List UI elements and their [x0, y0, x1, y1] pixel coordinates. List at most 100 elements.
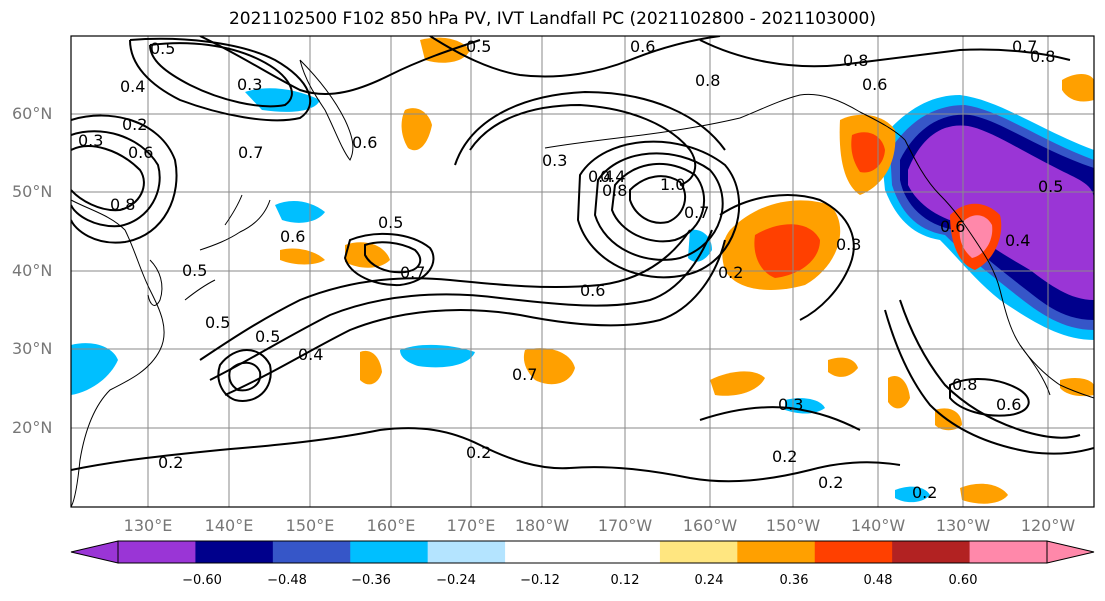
negative-field-small-7 [895, 486, 930, 503]
map-frame [70, 35, 1095, 508]
contour-west-high-2 [71, 130, 161, 228]
contour-label: 0.8 [602, 181, 627, 200]
lat-label: 20°N [12, 418, 53, 437]
contour-low-west [228, 361, 262, 392]
positive-field-small-8 [828, 357, 858, 377]
contour-label: 0.2 [122, 115, 147, 134]
contour-label: 0.6 [940, 217, 965, 236]
lat-label: 60°N [12, 104, 53, 123]
coastlines [71, 59, 1094, 507]
colorbar-tick-label: 0.60 [948, 573, 978, 588]
lon-label: 170°W [597, 516, 653, 535]
colorbar-segment [272, 541, 351, 563]
map-title: 2021102500 F102 850 hPa PV, IVT Landfall… [228, 9, 876, 29]
negative-field-small-5 [688, 229, 712, 262]
contour-north-pacific-2 [454, 90, 726, 166]
colorbar-segment [427, 541, 506, 563]
negative-field-small-4 [71, 343, 118, 395]
contour-south-1 [71, 427, 571, 471]
contour-label: 0.8 [1030, 47, 1055, 66]
contour-label: 0.6 [996, 395, 1021, 414]
contour-east-trough-2 [884, 309, 1094, 455]
lon-label: 120°W [1020, 516, 1076, 535]
lon-label: 160°W [682, 516, 738, 535]
contour-label: 0.5 [1038, 177, 1063, 196]
negative-field-small-2 [275, 200, 325, 223]
contour-label: 0.7 [238, 143, 263, 162]
contour-label: 0.2 [158, 453, 183, 472]
coastline-asia [71, 199, 165, 507]
shaded-field-layer [71, 37, 1094, 504]
contour-mid-high-2 [343, 232, 435, 287]
colorbar-segment [737, 541, 816, 563]
contour-label: 0.6 [128, 143, 153, 162]
contour-east-low [949, 378, 1030, 417]
contour-label: 0.4 [120, 77, 145, 96]
positive-field-small-7 [710, 371, 765, 396]
contour-north-pacific [469, 103, 697, 186]
coastline-aleutians [544, 117, 741, 149]
contour-label: 0.6 [280, 227, 305, 246]
positive-field-small-3 [345, 242, 390, 268]
contour-label: 0.7 [400, 263, 425, 282]
contour-label: 0.5 [466, 37, 491, 56]
contour-label: 0.5 [182, 261, 207, 280]
lat-label: 30°N [12, 339, 53, 358]
coastline-northamerica [904, 139, 1094, 399]
contour-gulf-ridge [719, 194, 855, 321]
contour-south-2 [569, 461, 901, 483]
contour-label: 0.3 [836, 235, 861, 254]
graticule [71, 36, 1094, 507]
colorbar-segment [118, 541, 196, 563]
positive-field-small-9 [888, 376, 910, 409]
lon-label: 150°E [285, 516, 335, 535]
contour-label: 0.5 [150, 39, 175, 58]
contour-west-high-3 [71, 114, 178, 244]
contour-north-ridge [199, 36, 481, 96]
contour-label: 0.8 [110, 195, 135, 214]
colorbar-tick-label: −0.60 [182, 573, 222, 588]
colorbar-tick-label: −0.36 [351, 573, 391, 588]
contour-label-layer: 0.5 0.4 0.3 0.2 0.3 0.6 0.8 0.7 0.6 0.5 … [78, 37, 1063, 502]
contour-zonal-1 [199, 229, 691, 361]
contour-lines [71, 36, 1094, 483]
contour-west-high-1 [71, 145, 145, 212]
lon-label: 130°W [935, 516, 991, 535]
contour-label: 0.8 [952, 375, 977, 394]
colorbar-tick-label: 0.48 [863, 573, 893, 588]
contour-northeast [699, 39, 1071, 68]
colorbar-segment [505, 541, 583, 563]
colorbar-segment [892, 541, 971, 563]
contour-label: 0.4 [588, 167, 613, 186]
colorbar-segment [350, 541, 429, 563]
positive-field-bc-core [959, 215, 993, 258]
contour-label: 0.4 [298, 345, 323, 364]
contour-label: 0.3 [78, 131, 103, 150]
coastline-alaska [739, 93, 906, 141]
contour-northern-arc [429, 36, 721, 78]
contour-label: 0.7 [684, 203, 709, 222]
colorbar-tick-label: 0.36 [779, 573, 809, 588]
contour-label: 0.2 [818, 473, 843, 492]
contour-label: 0.5 [205, 313, 230, 332]
colorbar [70, 540, 1095, 564]
contour-central-high-4 [576, 140, 741, 279]
coastline-korea [147, 259, 163, 306]
contour-label: 0.3 [778, 395, 803, 414]
positive-field-small-11 [960, 483, 1008, 504]
contour-label: 0.6 [862, 75, 887, 94]
coastline-japan [184, 194, 271, 301]
colorbar-tick-label: 0.24 [694, 573, 724, 588]
contour-label: 0.2 [912, 483, 937, 502]
lat-label: 40°N [12, 261, 53, 280]
colorbar-segment [969, 541, 1048, 563]
lon-label: 140°W [850, 516, 906, 535]
contour-central-high-1 [629, 175, 687, 224]
contour-northwest-2 [129, 37, 312, 122]
lon-label: 140°E [204, 516, 254, 535]
lon-label: 170°E [446, 516, 496, 535]
contour-label: 0.2 [772, 447, 797, 466]
contour-label: 0.7 [1012, 37, 1037, 56]
contour-label: 0.3 [237, 75, 262, 94]
